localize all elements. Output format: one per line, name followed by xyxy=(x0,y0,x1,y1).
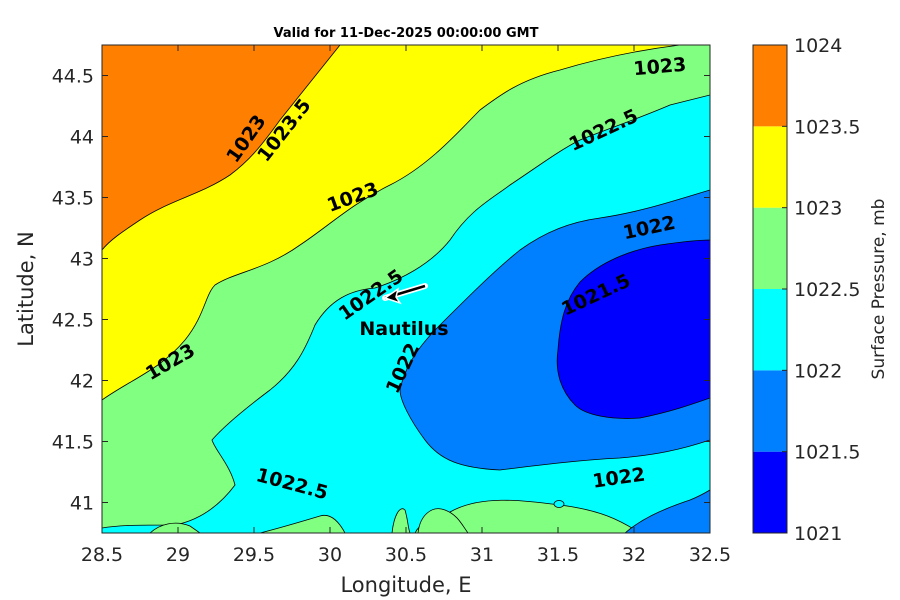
colorbar-tick-label: 1024 xyxy=(794,35,842,57)
marker-label: Nautilus xyxy=(359,318,448,340)
contour-fill-bottom-green-1 xyxy=(149,522,201,533)
y-tick-label: 44 xyxy=(70,127,94,149)
contour-label: 1023 xyxy=(633,54,688,81)
colorbar-tick-label: 1022 xyxy=(794,360,842,382)
contour-fill-1021 xyxy=(556,239,710,419)
x-tick-label: 32.5 xyxy=(689,544,731,566)
x-tick-label: 29.5 xyxy=(233,544,275,566)
contour-fill-bottom-green-2 xyxy=(391,508,411,533)
colorbar: 1021 1021.5 1022 1022.5 1023 1023.5 1024 xyxy=(752,35,860,545)
x-axis-label: Longitude, E xyxy=(340,573,471,597)
x-axis-ticks: 28.5 29 29.5 30 30.5 31 31.5 32 32.5 xyxy=(81,45,731,566)
colorbar-tick-label: 1021 xyxy=(794,523,842,545)
y-axis-label: Latitude, N xyxy=(14,231,38,347)
colorbar-tick-label: 1023.5 xyxy=(794,116,860,138)
colorbar-swatch xyxy=(753,45,787,127)
x-tick-label: 31 xyxy=(470,544,494,566)
y-tick-label: 42.5 xyxy=(52,310,94,332)
x-tick-label: 32 xyxy=(622,544,646,566)
y-tick-label: 43 xyxy=(70,249,94,271)
arrow-icon xyxy=(383,287,402,305)
colorbar-label: Surface Pressure, mb xyxy=(869,199,889,380)
y-tick-label: 43.5 xyxy=(52,188,94,210)
x-tick-label: 31.5 xyxy=(537,544,579,566)
y-axis-ticks: 41 41.5 42 42.5 43 43.5 44 44.5 xyxy=(52,66,710,515)
y-tick-label: 44.5 xyxy=(52,66,94,88)
y-tick-label: 41 xyxy=(70,493,94,515)
y-tick-label: 41.5 xyxy=(52,432,94,454)
colorbar-swatch xyxy=(753,207,787,289)
colorbar-tick-label: 1022.5 xyxy=(794,279,860,301)
nautilus-marker: Nautilus xyxy=(359,283,449,340)
x-tick-label: 28.5 xyxy=(81,544,123,566)
colorbar-tick-label: 1023 xyxy=(794,198,842,220)
contour-blob xyxy=(553,500,565,508)
colorbar-swatch xyxy=(753,451,787,533)
colorbar-swatch xyxy=(753,126,787,208)
colorbar-swatch xyxy=(753,289,787,371)
x-tick-label: 29 xyxy=(166,544,190,566)
x-tick-label: 30.5 xyxy=(385,544,427,566)
x-tick-label: 30 xyxy=(318,544,342,566)
colorbar-swatch xyxy=(753,370,787,452)
contour-fill-1021.5-se xyxy=(624,489,710,533)
colorbar-tick-label: 1021.5 xyxy=(794,442,860,464)
contour-fill-1023.5 xyxy=(102,45,341,251)
y-tick-label: 42 xyxy=(70,371,94,393)
contour-fill-bottom-green-3 xyxy=(417,508,469,533)
map-title: Valid for 11-Dec-2025 00:00:00 GMT xyxy=(274,26,539,41)
